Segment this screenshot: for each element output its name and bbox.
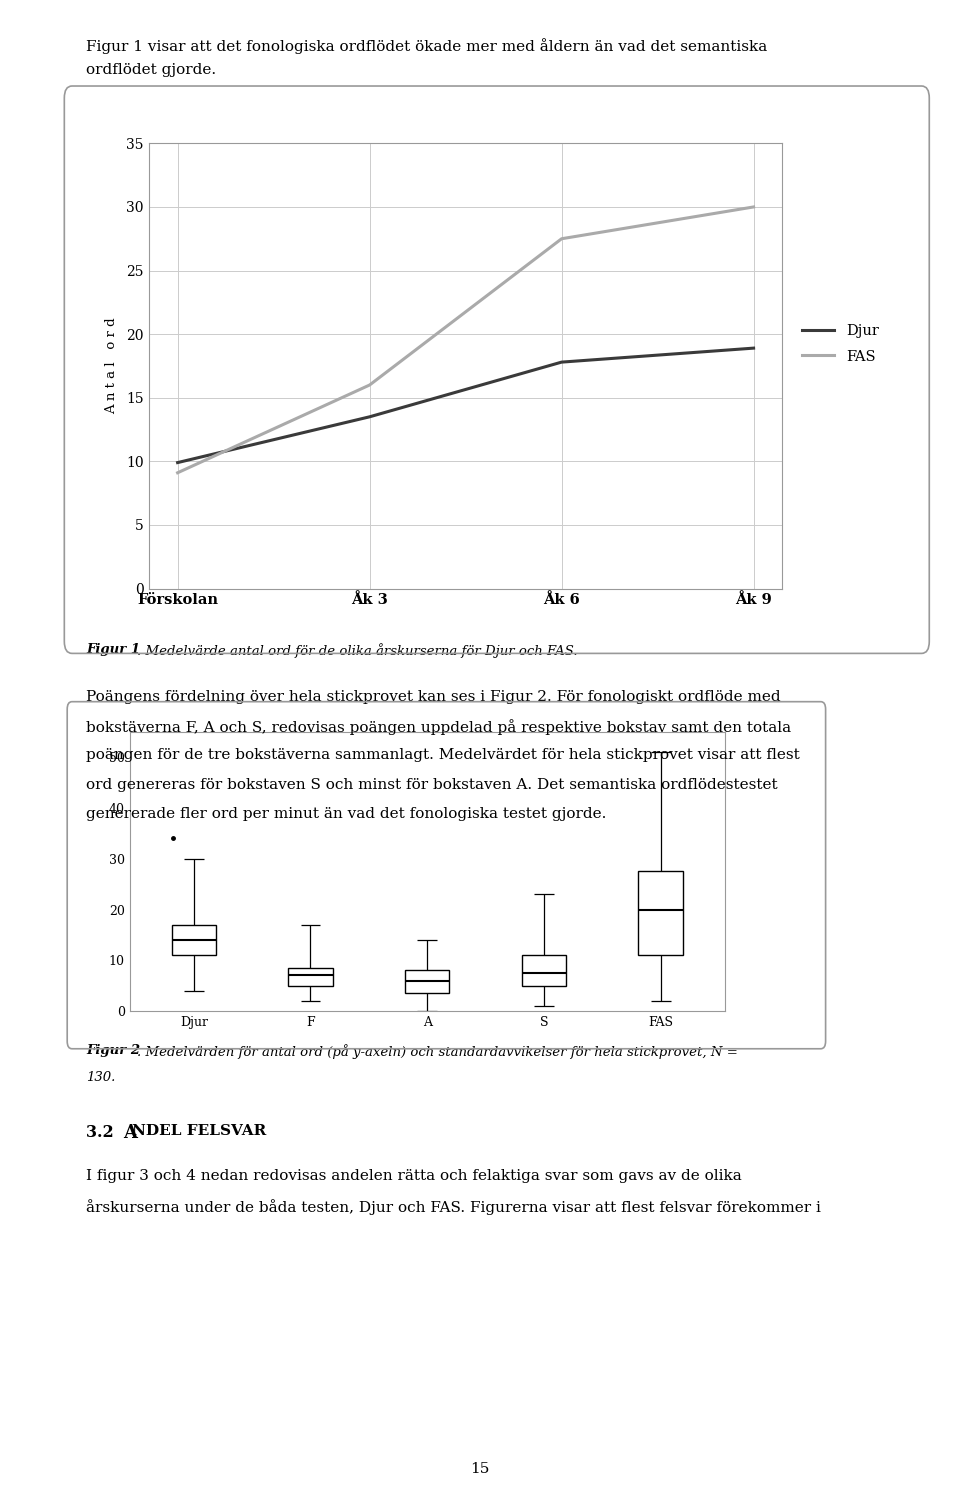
Text: 15: 15 bbox=[470, 1462, 490, 1476]
Text: Poängens fördelning över hela stickprovet kan ses i Figur 2. För fonologiskt ord: Poängens fördelning över hela stickprove… bbox=[86, 690, 781, 703]
Text: NDEL FELSVAR: NDEL FELSVAR bbox=[132, 1124, 267, 1138]
Text: poängen för de tre bokstäverna sammanlagt. Medelvärdet för hela stickprovet visa: poängen för de tre bokstäverna sammanlag… bbox=[86, 748, 800, 762]
Text: . Medelvärden för antal ord (på y-axeln) och standardavvikelser för hela stickpr: . Medelvärden för antal ord (på y-axeln)… bbox=[137, 1044, 738, 1059]
Text: ord genereras för bokstaven S och minst för bokstaven A. Det semantiska ordflöde: ord genereras för bokstaven S och minst … bbox=[86, 777, 778, 792]
Text: . Medelvärde antal ord för de olika årskurserna för Djur och FAS.: . Medelvärde antal ord för de olika årsk… bbox=[137, 643, 578, 658]
Text: Figur 1: Figur 1 bbox=[86, 643, 140, 656]
Y-axis label: A n t a l   o r d: A n t a l o r d bbox=[105, 317, 118, 415]
Text: Figur 1 visar att det fonologiska ordflödet ökade mer med åldern än vad det sema: Figur 1 visar att det fonologiska ordflö… bbox=[86, 38, 768, 54]
Text: A: A bbox=[123, 1124, 137, 1142]
Text: 130.: 130. bbox=[86, 1071, 116, 1085]
Text: ordflödet gjorde.: ordflödet gjorde. bbox=[86, 63, 217, 77]
Bar bbox=[638, 872, 683, 955]
Bar bbox=[521, 955, 566, 985]
Text: genererade fler ord per minut än vad det fonologiska testet gjorde.: genererade fler ord per minut än vad det… bbox=[86, 807, 607, 821]
Text: Figur 2: Figur 2 bbox=[86, 1044, 140, 1058]
Bar bbox=[405, 970, 449, 993]
Text: I figur 3 och 4 nedan redovisas andelen rätta och felaktiga svar som gavs av de : I figur 3 och 4 nedan redovisas andelen … bbox=[86, 1169, 742, 1183]
Legend: Djur, FAS: Djur, FAS bbox=[803, 324, 879, 364]
Text: årskurserna under de båda testen, Djur och FAS. Figurerna visar att flest felsva: årskurserna under de båda testen, Djur o… bbox=[86, 1198, 821, 1215]
Bar bbox=[172, 925, 216, 955]
Bar bbox=[288, 967, 333, 985]
Text: bokstäverna F, A och S, redovisas poängen uppdelad på respektive bokstav samt de: bokstäverna F, A och S, redovisas poänge… bbox=[86, 718, 792, 735]
Text: 3.2: 3.2 bbox=[86, 1124, 120, 1141]
